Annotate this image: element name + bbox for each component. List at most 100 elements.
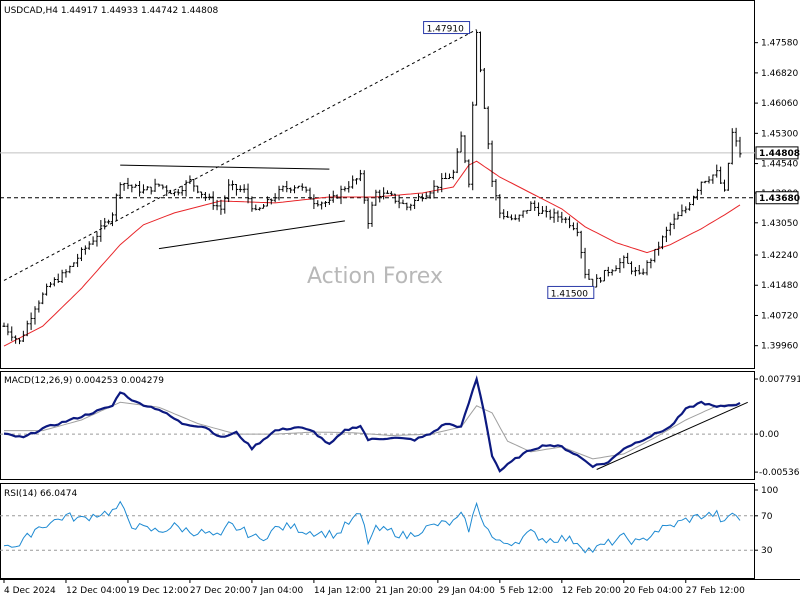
candle	[219, 199, 223, 215]
candle	[467, 159, 471, 188]
rsi-panel: 100 70 30	[0, 486, 778, 556]
candle	[711, 174, 715, 184]
candle	[76, 253, 80, 268]
candle	[312, 194, 316, 210]
candle	[382, 187, 386, 200]
candle	[292, 185, 297, 194]
candle	[114, 193, 118, 221]
candle	[738, 136, 742, 158]
candle	[657, 241, 661, 256]
candle	[223, 195, 227, 214]
candle	[331, 190, 335, 203]
candle	[525, 209, 529, 214]
candle	[362, 170, 366, 204]
rsi-label: RSI(14) 66.0474	[4, 489, 77, 499]
candle	[459, 131, 463, 153]
y-tick-label: 1.47580	[761, 39, 798, 49]
x-tick-label: 27 Dec 20:00	[190, 586, 251, 596]
macd-line	[3, 375, 741, 473]
candle	[269, 198, 273, 205]
high-label-box	[423, 21, 471, 35]
candle	[6, 323, 10, 336]
candle	[157, 183, 161, 187]
candle	[277, 185, 281, 201]
y-tick-label: 1.46820	[761, 69, 798, 79]
candle	[110, 212, 115, 227]
candle	[258, 207, 262, 211]
candle	[281, 185, 285, 192]
candle	[595, 274, 599, 288]
candle	[17, 338, 22, 345]
candle	[653, 248, 657, 263]
candle	[320, 201, 324, 210]
candle	[289, 187, 293, 194]
rsi-tick-label: 70	[761, 512, 773, 522]
y-tick-label: 1.42240	[761, 251, 798, 261]
candle	[598, 277, 603, 283]
candle	[14, 335, 18, 344]
candle	[25, 320, 29, 337]
candle	[168, 189, 173, 195]
candle	[199, 191, 204, 199]
candle	[37, 300, 41, 313]
candle	[52, 277, 56, 287]
candle	[10, 326, 14, 341]
candle	[726, 162, 730, 191]
rsi-line	[3, 500, 741, 554]
candle	[68, 265, 72, 274]
candle	[676, 211, 680, 220]
candle	[556, 210, 560, 222]
candle	[45, 283, 49, 296]
candle	[436, 185, 440, 193]
high-label: 1.47910	[427, 25, 464, 35]
candle	[370, 201, 374, 227]
candle	[246, 183, 250, 204]
candle	[691, 195, 696, 206]
candle	[440, 173, 444, 193]
candle	[463, 135, 467, 164]
candle	[529, 201, 533, 211]
candle	[722, 179, 727, 192]
current-price-tag: 1.44808	[759, 149, 800, 159]
y-tick-label: 1.44540	[761, 160, 798, 170]
candle	[203, 191, 208, 201]
candle	[300, 183, 304, 191]
y-tick-label: 1.43050	[761, 219, 798, 229]
candle	[99, 220, 103, 242]
candle	[544, 205, 548, 218]
candle	[351, 175, 355, 189]
candle	[629, 261, 634, 275]
candle	[316, 200, 320, 207]
trendline	[120, 164, 330, 170]
candle	[103, 217, 107, 230]
candle	[196, 185, 200, 194]
candle	[83, 245, 87, 255]
x-tick-label: 7 Jan 04:00	[252, 586, 304, 596]
candle	[734, 127, 738, 147]
candle	[335, 194, 339, 199]
candle	[366, 197, 370, 229]
y-tick-label: 1.45300	[761, 129, 798, 139]
macd-tick-label: 0.00	[759, 430, 779, 440]
candle	[548, 209, 552, 220]
candle	[490, 140, 494, 188]
candle	[118, 182, 122, 199]
candle	[540, 206, 545, 214]
candle	[180, 185, 184, 196]
candle	[482, 67, 486, 109]
candle	[308, 187, 312, 200]
candle	[610, 269, 614, 276]
level-price-tag-box	[755, 191, 799, 205]
candle	[134, 183, 138, 188]
candle	[327, 194, 331, 205]
candle	[536, 202, 541, 217]
candle	[622, 255, 626, 269]
candle	[455, 148, 459, 174]
candle	[614, 265, 618, 272]
candle	[521, 210, 525, 218]
candle	[153, 178, 157, 192]
candle	[285, 180, 289, 193]
candle	[571, 222, 576, 231]
candle	[626, 252, 630, 264]
